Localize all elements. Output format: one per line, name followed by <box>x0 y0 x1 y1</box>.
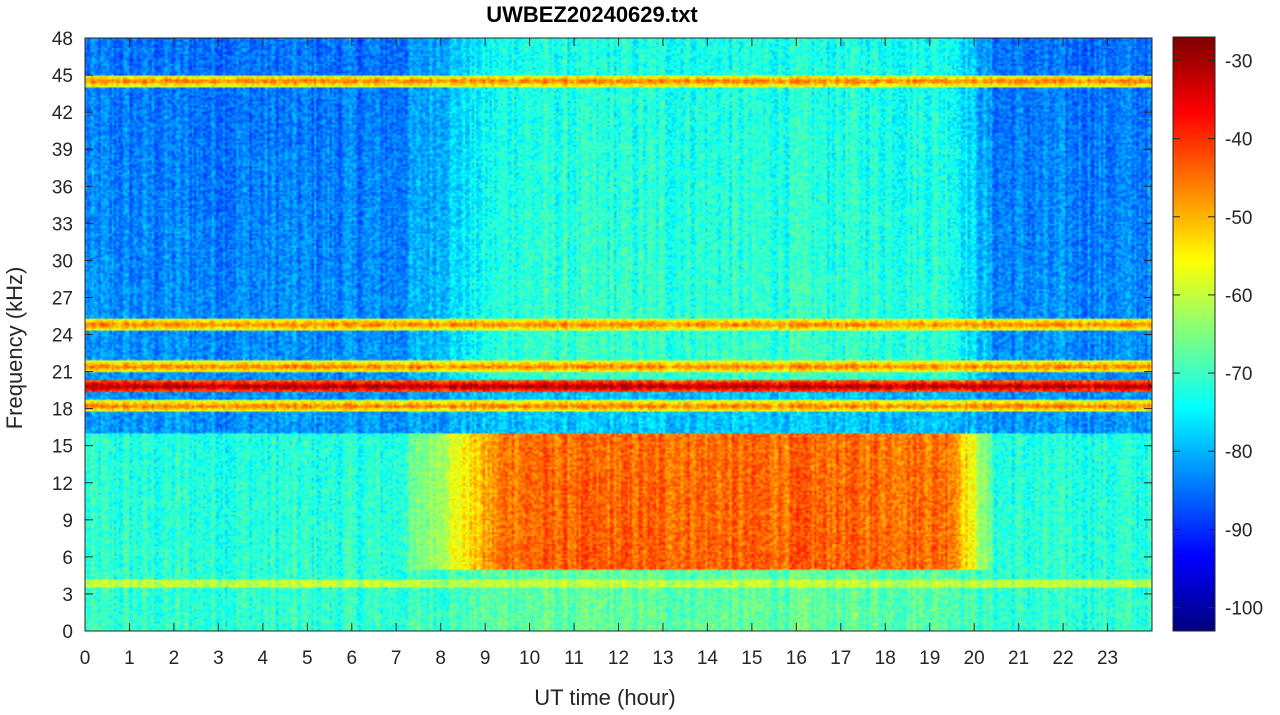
x-tick-label: 9 <box>480 648 491 669</box>
x-tick-label: 13 <box>652 648 673 669</box>
y-tick-label: 6 <box>62 548 73 569</box>
colorbar-tick-label: -60 <box>1225 286 1252 307</box>
y-tick-label: 3 <box>62 585 73 606</box>
spectrogram-heatmap <box>85 38 1152 631</box>
colorbar-tick-label: -50 <box>1225 208 1252 229</box>
x-axis-label: UT time (hour) <box>534 685 675 710</box>
colorbar-tick-label: -80 <box>1225 442 1252 463</box>
y-tick-label: 24 <box>52 326 74 347</box>
x-tick-label: 18 <box>875 648 896 669</box>
colorbar-ticks: -100 -90 -80 -70 -60 -50 -40 -30 <box>1173 51 1263 620</box>
x-tick-label: 21 <box>1008 648 1029 669</box>
y-tick-label: 27 <box>52 288 73 309</box>
y-tick-label: 48 <box>52 29 73 50</box>
x-tick-label: 19 <box>919 648 940 669</box>
x-tick-label: 10 <box>519 648 540 669</box>
colorbar-tick-label: -100 <box>1225 599 1263 620</box>
y-axis-label: Frequency (kHz) <box>2 267 27 430</box>
colorbar-gradient <box>1173 37 1215 631</box>
y-tick-label: 15 <box>52 437 73 458</box>
x-axis: 0 1 2 3 4 5 6 7 8 9 10 11 12 13 14 15 16 17 18 19 20 21 22 23 <box>80 38 1118 669</box>
x-tick-label: 11 <box>564 648 584 669</box>
x-tick-label: 14 <box>697 648 719 669</box>
x-tick-label: 20 <box>964 648 985 669</box>
y-tick-label: 45 <box>52 66 73 87</box>
x-tick-label: 2 <box>169 648 180 669</box>
y-tick-label: 18 <box>52 400 73 421</box>
y-tick-label: 12 <box>52 474 73 495</box>
plot-area <box>84 37 1153 632</box>
x-tick-label: 3 <box>213 648 224 669</box>
y-tick-label: 30 <box>52 251 73 272</box>
x-tick-label: 22 <box>1053 648 1074 669</box>
colorbar-tick-label: -40 <box>1225 130 1252 151</box>
x-tick-label: 1 <box>124 648 135 669</box>
colorbar-tick-label: -30 <box>1225 51 1252 72</box>
x-tick-label: 15 <box>741 648 762 669</box>
colorbar: -100 -90 -80 -70 -60 -50 -40 -30 <box>1172 36 1263 632</box>
y-tick-label: 0 <box>62 622 73 643</box>
x-tick-label: 23 <box>1097 648 1118 669</box>
x-tick-label: 7 <box>391 648 402 669</box>
x-tick-label: 4 <box>258 648 269 669</box>
y-tick-label: 33 <box>52 214 73 235</box>
x-tick-label: 0 <box>80 648 91 669</box>
y-tick-label: 39 <box>52 140 73 161</box>
x-tick-label: 16 <box>786 648 807 669</box>
x-tick-label: 5 <box>302 648 313 669</box>
colorbar-frame <box>1172 36 1216 632</box>
colorbar-tick-label: -70 <box>1225 364 1252 385</box>
x-tick-label: 17 <box>830 648 851 669</box>
y-tick-label: 42 <box>52 103 73 124</box>
x-tick-label: 6 <box>346 648 357 669</box>
chart-title: UWBEZ20240629.txt <box>486 2 698 27</box>
y-tick-label: 21 <box>52 363 73 384</box>
colorbar-tick-label: -90 <box>1225 520 1252 541</box>
x-tick-label: 12 <box>608 648 629 669</box>
y-tick-label: 36 <box>52 177 73 198</box>
x-tick-label: 8 <box>435 648 446 669</box>
y-tick-label: 9 <box>62 511 73 532</box>
